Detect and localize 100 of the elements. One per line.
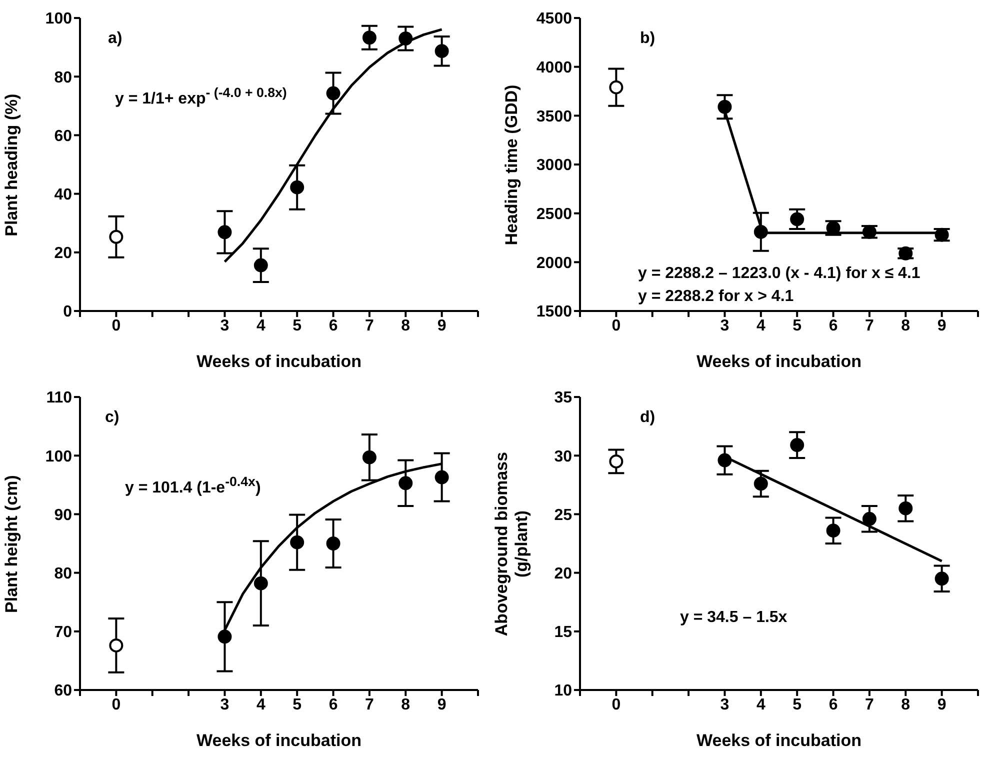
y-tick-label: 80 [54,565,72,582]
y-tick-label: 0 [63,304,72,321]
x-tick-label: 4 [256,317,266,334]
y-tick-label: 90 [54,506,72,524]
point [434,470,449,484]
x-tick-label: 0 [612,696,621,714]
y-tick-label: 70 [54,624,72,642]
x-tick-label: 6 [328,696,338,714]
annotation: d) [640,409,656,427]
x-tick-label: 5 [292,696,302,714]
y-tick-label: 20 [554,565,572,582]
x-tick-label: 5 [792,317,802,334]
point [718,453,732,468]
x-tick-label: 7 [865,696,874,714]
y-tick-label: 25 [554,506,572,524]
y-tick-label: 40 [54,186,72,204]
point [934,572,949,586]
x-tick-label: 3 [720,696,730,714]
point [326,536,340,550]
point [754,224,768,239]
x-tick-label: 8 [901,317,910,334]
point [290,535,304,550]
y-tick-label: 60 [54,128,72,145]
x-tick-label: 9 [937,696,946,714]
x-tick-label: 8 [401,317,410,334]
x-tick-label: 4 [756,696,766,714]
annotation: c) [105,409,120,427]
y-tick-label: 2000 [536,254,572,272]
point [718,100,732,114]
x-tick-label: 8 [901,696,910,714]
point [326,86,340,100]
point [790,212,804,226]
point [790,438,804,452]
point [362,450,376,464]
y-tick-label: 100 [45,448,72,466]
y-tick-label: 4000 [536,60,572,77]
point [862,512,876,526]
x-tick-label: 8 [401,696,410,714]
point [218,225,232,240]
x-tick-label: 3 [220,696,230,714]
point [254,258,268,272]
y-tick-label: 80 [54,69,72,86]
point [109,638,124,652]
x-tick-label: 9 [437,696,446,714]
y-tick-label: 4500 [536,10,572,28]
x-tick-label: 4 [756,317,766,334]
y-axis-title: Plant heading (%) [2,92,22,238]
y-tick-label: 3000 [536,157,572,174]
point [109,230,124,244]
y-axis-title: Aboveground biomass (g/plant) [492,450,532,638]
x-tick-label: 6 [328,317,338,334]
annotation: a) [108,30,122,48]
y-tick-label: 100 [45,10,72,28]
x-tick-label: 0 [112,696,121,714]
x-tick-label: 3 [220,317,230,334]
y-tick-label: 15 [554,624,572,642]
y-tick-label: 60 [54,682,72,700]
x-tick-label: 6 [828,696,838,714]
point [362,30,376,45]
y-tick-label: 110 [46,390,72,407]
y-tick-label: 20 [54,245,72,262]
annotation: y = 1/1+ exp$^{- (-4.0 + 0.8x)}$ [115,85,287,108]
y-axis-title: Heading time (GDD) [502,83,522,247]
x-tick-label: 4 [256,696,266,714]
x-tick-label: 9 [437,317,446,334]
annotation: y = 101.4 (1-e$^{-0.4x}$) [125,474,261,498]
point [609,80,624,94]
point [254,576,268,590]
point [826,524,840,538]
y-tick-label: 3500 [536,108,572,126]
x-tick-label: 5 [292,317,302,334]
y-tick-label: 35 [554,390,572,407]
x-axis-title: Weeks of incubation [196,731,362,750]
x-tick-label: 3 [720,317,730,334]
x-tick-label: 6 [828,317,838,334]
point [398,32,413,46]
x-tick-label: 7 [865,317,874,334]
point [218,630,232,644]
x-axis-title: Weeks of incubation [696,352,862,371]
x-axis-title: Weeks of incubation [196,352,362,371]
x-axis-title: Weeks of incubation [696,731,862,750]
y-tick-label: 1500 [536,304,572,321]
y-tick-label: 2500 [536,206,572,224]
x-tick-label: 0 [112,317,121,334]
x-tick-label: 7 [365,696,374,714]
annotation: y = 2288.2 for x > 4.1 [638,288,794,306]
y-tick-label: 10 [554,682,572,700]
point [898,501,913,516]
point [609,454,624,468]
y-tick-label: 30 [554,448,572,466]
annotation: y = 34.5 – 1.5x [680,609,788,627]
x-tick-label: 0 [612,317,621,334]
y-axis-title: Plant height (cm) [2,474,22,614]
annotation: b) [640,30,656,48]
x-tick-label: 7 [365,317,374,334]
point [754,476,768,491]
x-tick-label: 9 [937,317,946,334]
point [434,44,449,58]
point [398,476,413,490]
point [290,180,304,194]
